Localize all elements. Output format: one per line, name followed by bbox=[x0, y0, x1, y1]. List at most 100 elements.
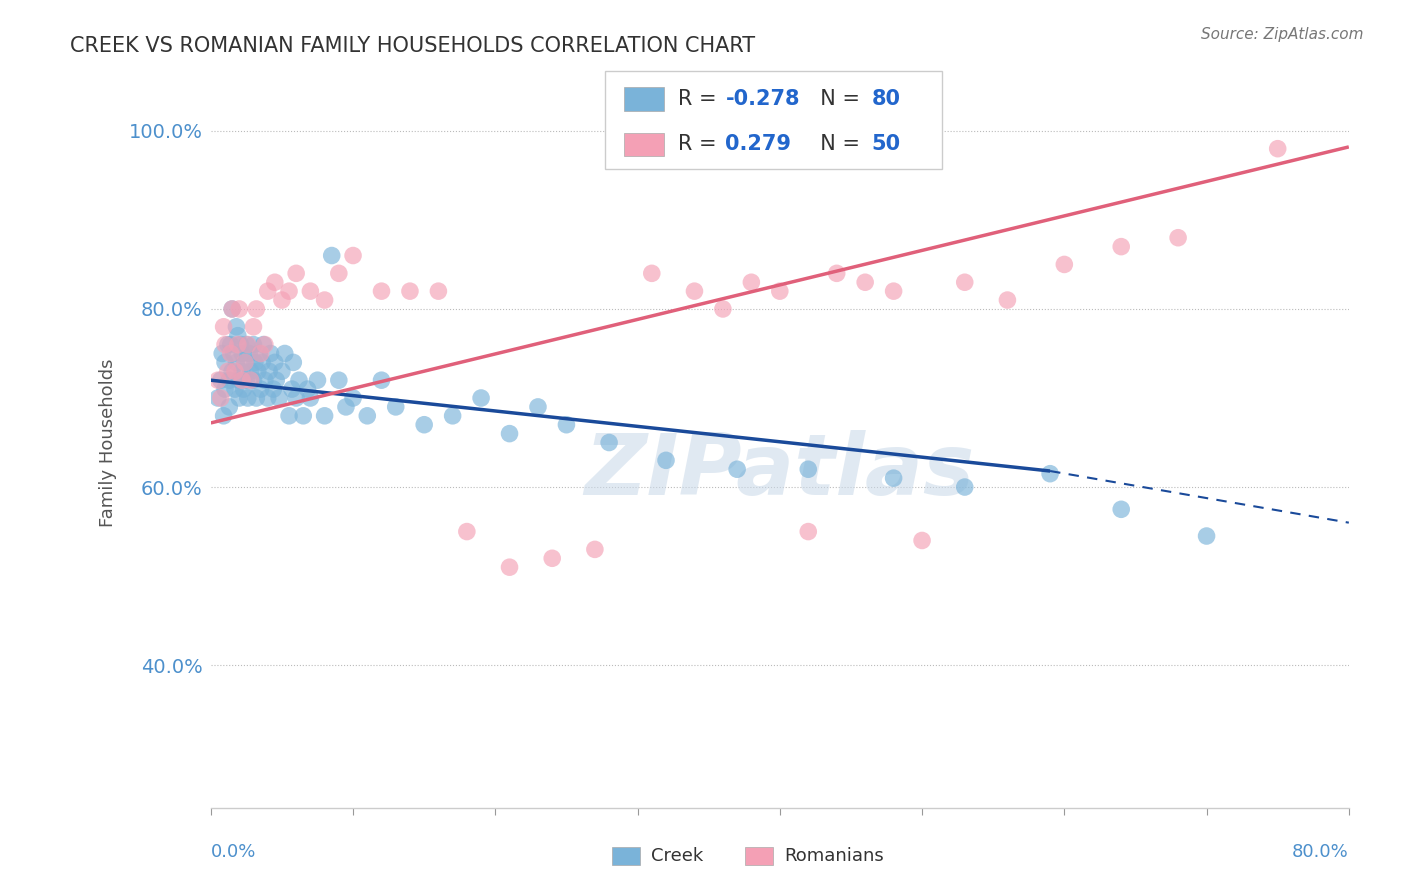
Point bbox=[314, 293, 336, 307]
Text: 0.0%: 0.0% bbox=[211, 843, 256, 862]
Point bbox=[583, 542, 606, 557]
Point bbox=[555, 417, 578, 432]
Point bbox=[259, 346, 281, 360]
Point bbox=[239, 373, 262, 387]
Point bbox=[283, 355, 305, 369]
Point bbox=[207, 373, 229, 387]
Point bbox=[231, 364, 253, 378]
Point bbox=[226, 337, 249, 351]
Point bbox=[224, 364, 246, 378]
Point bbox=[228, 301, 250, 316]
Point bbox=[262, 382, 284, 396]
Point bbox=[212, 409, 235, 423]
Point bbox=[249, 346, 271, 360]
Point bbox=[299, 284, 322, 298]
Point bbox=[342, 391, 364, 405]
Point bbox=[235, 337, 257, 351]
Point bbox=[257, 364, 280, 378]
Point bbox=[498, 426, 520, 441]
Y-axis label: Family Households: Family Households bbox=[100, 359, 117, 527]
Text: N =: N = bbox=[807, 89, 866, 109]
Point bbox=[399, 284, 422, 298]
Point bbox=[498, 560, 520, 574]
Text: Creek: Creek bbox=[651, 847, 703, 865]
Point bbox=[384, 400, 406, 414]
Point bbox=[711, 301, 734, 316]
Point bbox=[271, 364, 294, 378]
Point bbox=[232, 382, 254, 396]
Text: ZIPatlas: ZIPatlas bbox=[585, 430, 974, 513]
Point bbox=[247, 346, 270, 360]
Point bbox=[285, 391, 308, 405]
Point bbox=[740, 275, 762, 289]
Point bbox=[264, 373, 287, 387]
Point bbox=[328, 373, 350, 387]
Point bbox=[797, 524, 820, 539]
Point bbox=[769, 284, 792, 298]
Point bbox=[214, 382, 236, 396]
Point bbox=[1053, 257, 1076, 271]
Point bbox=[285, 266, 308, 280]
Point bbox=[263, 355, 285, 369]
Point bbox=[541, 551, 564, 566]
Point bbox=[225, 319, 247, 334]
Point bbox=[1195, 529, 1218, 543]
Point bbox=[911, 533, 934, 548]
Point bbox=[292, 409, 315, 423]
Point bbox=[228, 373, 250, 387]
Point bbox=[242, 337, 264, 351]
Point bbox=[245, 301, 267, 316]
Point bbox=[413, 417, 436, 432]
Text: N =: N = bbox=[807, 134, 866, 154]
Point bbox=[267, 391, 290, 405]
Point bbox=[288, 373, 311, 387]
Point bbox=[209, 391, 232, 405]
Point bbox=[527, 400, 550, 414]
Point bbox=[221, 301, 243, 316]
Point bbox=[825, 266, 848, 280]
Point bbox=[328, 266, 350, 280]
Point bbox=[249, 382, 271, 396]
Point bbox=[214, 337, 236, 351]
Point bbox=[271, 293, 294, 307]
Point bbox=[278, 409, 301, 423]
Point bbox=[214, 355, 236, 369]
Point bbox=[427, 284, 450, 298]
Point bbox=[883, 284, 905, 298]
Point bbox=[233, 355, 256, 369]
Point bbox=[250, 355, 273, 369]
Point bbox=[853, 275, 876, 289]
Point bbox=[655, 453, 678, 467]
Point bbox=[953, 275, 976, 289]
Point bbox=[242, 319, 264, 334]
Point bbox=[226, 328, 249, 343]
Point bbox=[1039, 467, 1062, 481]
Point bbox=[252, 337, 274, 351]
Point bbox=[370, 284, 392, 298]
Point bbox=[242, 373, 264, 387]
Point bbox=[218, 400, 240, 414]
Point bbox=[1167, 231, 1189, 245]
Point bbox=[307, 373, 329, 387]
Point bbox=[297, 382, 319, 396]
Point bbox=[370, 373, 392, 387]
Point bbox=[219, 337, 242, 351]
Text: 0.279: 0.279 bbox=[725, 134, 792, 154]
Point bbox=[598, 435, 620, 450]
Point bbox=[219, 346, 242, 360]
Point bbox=[1109, 239, 1132, 253]
Point bbox=[231, 373, 253, 387]
Point bbox=[1267, 142, 1289, 156]
Point bbox=[225, 355, 247, 369]
Point bbox=[236, 337, 259, 351]
Point bbox=[256, 284, 278, 298]
Point bbox=[221, 301, 243, 316]
Point bbox=[253, 337, 276, 351]
Point bbox=[222, 346, 245, 360]
Point bbox=[441, 409, 464, 423]
Point bbox=[221, 364, 243, 378]
Point bbox=[229, 337, 252, 351]
Point bbox=[263, 275, 285, 289]
Point bbox=[683, 284, 706, 298]
Point bbox=[233, 355, 256, 369]
